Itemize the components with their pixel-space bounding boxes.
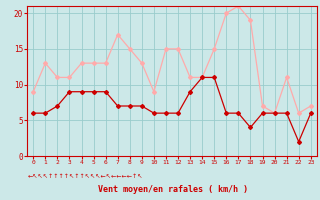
Text: ←↖↖↖↑↑↑↑↖↑↑↖↖↖←↖←←←←↑↖: ←↖↖↖↑↑↑↑↖↑↑↖↖↖←↖←←←←↑↖ xyxy=(28,174,144,180)
Text: Vent moyen/en rafales ( km/h ): Vent moyen/en rafales ( km/h ) xyxy=(98,185,248,194)
